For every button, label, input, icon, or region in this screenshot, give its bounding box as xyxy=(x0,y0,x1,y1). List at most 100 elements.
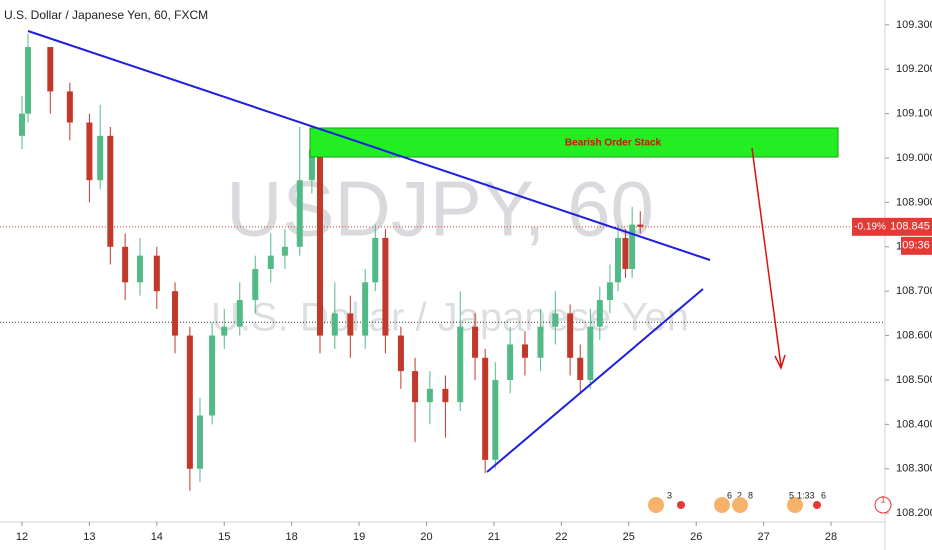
candle-body xyxy=(66,91,73,123)
candle-body xyxy=(362,282,369,336)
candle-body xyxy=(537,326,544,358)
y-tick-label: 109.100 xyxy=(896,108,932,120)
candle-body xyxy=(629,224,636,269)
watermark: USDJPY, 60 xyxy=(226,165,654,253)
candle-body xyxy=(221,326,228,336)
y-tick-label: 109.000 xyxy=(896,152,932,164)
candle-body xyxy=(372,237,379,283)
candle-body xyxy=(587,326,594,380)
x-tick-label: 25 xyxy=(623,531,635,543)
candle-body xyxy=(382,237,389,336)
candle-body xyxy=(521,344,528,358)
candle-body xyxy=(18,113,25,136)
candle-body xyxy=(153,255,160,292)
candle-body xyxy=(47,47,54,92)
candle-body xyxy=(172,291,179,336)
candle-body xyxy=(107,135,114,247)
candle-body xyxy=(267,255,274,269)
y-tick-label: 108.700 xyxy=(896,285,932,297)
candle-body xyxy=(122,246,129,283)
candle-body xyxy=(136,255,143,283)
plot-area xyxy=(0,33,885,491)
candle-body xyxy=(567,313,574,358)
candle-body xyxy=(442,388,449,403)
event-label: 6 xyxy=(821,490,826,500)
event-icon xyxy=(874,496,892,514)
candle-body xyxy=(97,135,104,181)
candle-body xyxy=(25,47,32,114)
event-label: 3 xyxy=(667,490,672,500)
y-tick-label: 108.300 xyxy=(896,463,932,475)
candle-body xyxy=(426,388,433,403)
event-label: 8 xyxy=(748,490,753,500)
change-badge xyxy=(852,217,889,236)
candle-body xyxy=(552,313,559,327)
candle-body xyxy=(296,180,303,247)
event-icon xyxy=(714,497,730,513)
candle-body xyxy=(236,300,243,327)
event-label: 1 xyxy=(880,494,885,504)
watermark-subtitle: U.S. Dollar / Japanese Yen xyxy=(211,296,689,340)
candle-body xyxy=(209,335,216,416)
candle-body xyxy=(507,344,514,380)
candle-body xyxy=(637,224,644,227)
zone-label: Bearish Order Stack xyxy=(565,138,662,149)
candle-body xyxy=(615,237,622,283)
timer-label: 09:36 xyxy=(902,240,930,252)
x-tick-label: 26 xyxy=(690,531,702,543)
arrow xyxy=(751,147,782,367)
x-tick-label: 22 xyxy=(555,531,567,543)
candle-body xyxy=(281,246,288,256)
x-tick-label: 13 xyxy=(83,531,95,543)
y-tick-label: 108.400 xyxy=(896,418,932,430)
x-tick-label: 14 xyxy=(151,531,163,543)
candle-body xyxy=(186,335,193,469)
axes: 109.300 109.200 109.100 109.000 108.900 108.8… xyxy=(16,19,932,543)
candle-body xyxy=(331,313,338,336)
candle-body xyxy=(347,313,354,336)
candle-body xyxy=(308,149,315,181)
y-tick-label: 109.300 xyxy=(896,19,932,31)
candle-body xyxy=(457,326,464,403)
price-axis xyxy=(885,0,932,550)
candle-body xyxy=(492,379,499,460)
x-tick-label: 12 xyxy=(16,531,28,543)
event-label: 5 xyxy=(789,490,794,500)
x-tick-label: 27 xyxy=(758,531,770,543)
y-tick-label: 109.200 xyxy=(896,63,932,75)
event-icon xyxy=(648,497,664,513)
arrow-head xyxy=(774,354,786,371)
candle-body xyxy=(86,122,93,181)
x-tick-label: 19 xyxy=(353,531,365,543)
candle-body xyxy=(252,268,259,301)
candle-body xyxy=(606,282,613,301)
candle-body xyxy=(482,357,489,460)
candle-body xyxy=(472,326,479,358)
event-icon xyxy=(677,501,685,509)
event-label: 2 xyxy=(737,490,742,500)
order-zone xyxy=(309,127,839,158)
candle-body xyxy=(622,237,629,269)
x-tick-label: 28 xyxy=(825,531,837,543)
event-icon xyxy=(813,501,821,509)
x-tick-label: 15 xyxy=(218,531,230,543)
trend-line xyxy=(486,288,704,473)
events: 3 6 2 8 5 1:33 6 1 xyxy=(648,490,892,514)
x-tick-label: 21 xyxy=(488,531,500,543)
candle-body xyxy=(316,149,323,336)
event-icon xyxy=(732,497,748,513)
y-tick-label: 108.200 xyxy=(896,507,932,519)
x-tick-label: 20 xyxy=(420,531,432,543)
x-tick-label: 18 xyxy=(286,531,298,543)
y-tick-label: 108.900 xyxy=(896,196,932,208)
symbol-title: U.S. Dollar / Japanese Yen, 60, FXCM xyxy=(4,8,208,22)
candle-body xyxy=(412,371,419,403)
timer-badge xyxy=(901,236,932,255)
price-label: 108.845 xyxy=(890,221,930,233)
y-tick-label: 108.600 xyxy=(896,329,932,341)
price-badge xyxy=(889,217,932,236)
candle-body xyxy=(196,415,203,469)
trend-line xyxy=(27,30,711,261)
change-label: -0.19% xyxy=(854,221,886,232)
